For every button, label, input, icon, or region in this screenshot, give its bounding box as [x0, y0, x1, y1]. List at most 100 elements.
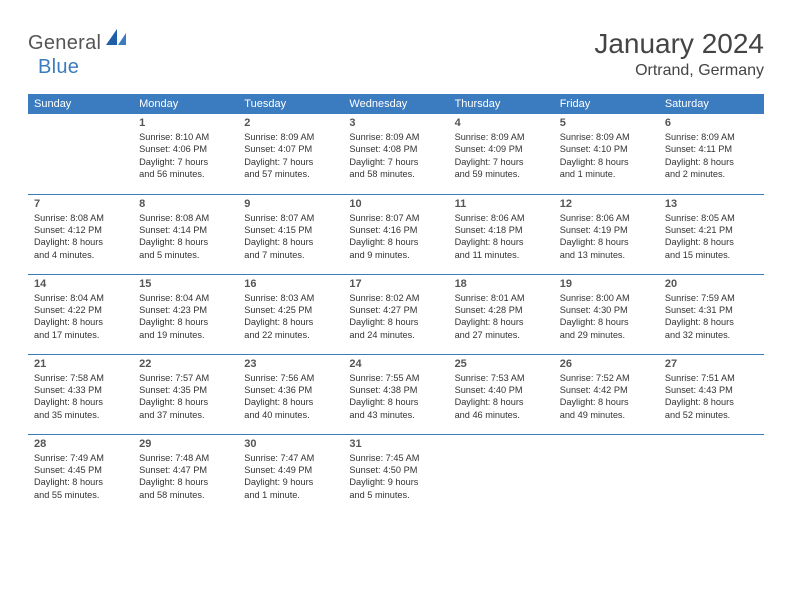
- sunset-text: Sunset: 4:21 PM: [665, 224, 758, 236]
- day-number: 21: [34, 358, 127, 370]
- daylight-text: and 55 minutes.: [34, 489, 127, 501]
- calendar-day-cell: 20Sunrise: 7:59 AMSunset: 4:31 PMDayligh…: [659, 274, 764, 354]
- title-block: January 2024 Ortrand, Germany: [594, 28, 764, 80]
- calendar-day-cell: 2Sunrise: 8:09 AMSunset: 4:07 PMDaylight…: [238, 114, 343, 194]
- daylight-text: and 52 minutes.: [665, 409, 758, 421]
- daylight-text: and 7 minutes.: [244, 249, 337, 261]
- daylight-text: Daylight: 8 hours: [665, 316, 758, 328]
- calendar-body: 1Sunrise: 8:10 AMSunset: 4:06 PMDaylight…: [28, 114, 764, 514]
- daylight-text: and 58 minutes.: [349, 168, 442, 180]
- calendar-day-cell: 8Sunrise: 8:08 AMSunset: 4:14 PMDaylight…: [133, 194, 238, 274]
- daylight-text: Daylight: 8 hours: [244, 396, 337, 408]
- daylight-text: Daylight: 8 hours: [34, 396, 127, 408]
- brand-part2: Blue: [38, 56, 79, 78]
- daylight-text: Daylight: 8 hours: [34, 236, 127, 248]
- sunrise-text: Sunrise: 8:08 AM: [34, 212, 127, 224]
- day-number: 14: [34, 278, 127, 290]
- calendar-day-cell: 3Sunrise: 8:09 AMSunset: 4:08 PMDaylight…: [343, 114, 448, 194]
- sunrise-text: Sunrise: 8:09 AM: [455, 131, 548, 143]
- daylight-text: Daylight: 9 hours: [349, 476, 442, 488]
- calendar-day-cell: 19Sunrise: 8:00 AMSunset: 4:30 PMDayligh…: [554, 274, 659, 354]
- daylight-text: Daylight: 8 hours: [455, 316, 548, 328]
- daylight-text: and 43 minutes.: [349, 409, 442, 421]
- day-number: 28: [34, 438, 127, 450]
- day-number: 6: [665, 117, 758, 129]
- calendar-empty-cell: [28, 114, 133, 194]
- calendar-week-row: 28Sunrise: 7:49 AMSunset: 4:45 PMDayligh…: [28, 434, 764, 514]
- daylight-text: and 13 minutes.: [560, 249, 653, 261]
- sunrise-text: Sunrise: 8:10 AM: [139, 131, 232, 143]
- sunrise-text: Sunrise: 8:07 AM: [244, 212, 337, 224]
- sunset-text: Sunset: 4:27 PM: [349, 304, 442, 316]
- calendar-day-cell: 16Sunrise: 8:03 AMSunset: 4:25 PMDayligh…: [238, 274, 343, 354]
- daylight-text: and 32 minutes.: [665, 329, 758, 341]
- sunset-text: Sunset: 4:31 PM: [665, 304, 758, 316]
- day-number: 19: [560, 278, 653, 290]
- sunset-text: Sunset: 4:18 PM: [455, 224, 548, 236]
- sunrise-text: Sunrise: 7:55 AM: [349, 372, 442, 384]
- sunset-text: Sunset: 4:10 PM: [560, 143, 653, 155]
- calendar-day-cell: 17Sunrise: 8:02 AMSunset: 4:27 PMDayligh…: [343, 274, 448, 354]
- daylight-text: Daylight: 8 hours: [139, 236, 232, 248]
- sunset-text: Sunset: 4:47 PM: [139, 464, 232, 476]
- day-number: 13: [665, 198, 758, 210]
- daylight-text: and 1 minute.: [560, 168, 653, 180]
- day-number: 31: [349, 438, 442, 450]
- calendar-day-cell: 6Sunrise: 8:09 AMSunset: 4:11 PMDaylight…: [659, 114, 764, 194]
- calendar-day-cell: 21Sunrise: 7:58 AMSunset: 4:33 PMDayligh…: [28, 354, 133, 434]
- sunset-text: Sunset: 4:30 PM: [560, 304, 653, 316]
- day-number: 16: [244, 278, 337, 290]
- daylight-text: Daylight: 7 hours: [455, 156, 548, 168]
- daylight-text: Daylight: 9 hours: [244, 476, 337, 488]
- sunrise-text: Sunrise: 7:51 AM: [665, 372, 758, 384]
- month-title: January 2024: [594, 28, 764, 60]
- day-header: Tuesday: [238, 94, 343, 114]
- day-number: 1: [139, 117, 232, 129]
- sunrise-text: Sunrise: 7:49 AM: [34, 452, 127, 464]
- daylight-text: and 4 minutes.: [34, 249, 127, 261]
- brand-part1: General: [28, 32, 101, 55]
- day-number: 12: [560, 198, 653, 210]
- day-number: 27: [665, 358, 758, 370]
- daylight-text: Daylight: 8 hours: [665, 236, 758, 248]
- day-number: 2: [244, 117, 337, 129]
- sunset-text: Sunset: 4:15 PM: [244, 224, 337, 236]
- daylight-text: and 15 minutes.: [665, 249, 758, 261]
- calendar-empty-cell: [449, 434, 554, 514]
- calendar-day-cell: 18Sunrise: 8:01 AMSunset: 4:28 PMDayligh…: [449, 274, 554, 354]
- sunset-text: Sunset: 4:50 PM: [349, 464, 442, 476]
- daylight-text: Daylight: 7 hours: [349, 156, 442, 168]
- calendar-day-cell: 11Sunrise: 8:06 AMSunset: 4:18 PMDayligh…: [449, 194, 554, 274]
- daylight-text: Daylight: 7 hours: [139, 156, 232, 168]
- daylight-text: Daylight: 8 hours: [560, 156, 653, 168]
- day-header: Friday: [554, 94, 659, 114]
- sunset-text: Sunset: 4:45 PM: [34, 464, 127, 476]
- day-number: 26: [560, 358, 653, 370]
- calendar-week-row: 1Sunrise: 8:10 AMSunset: 4:06 PMDaylight…: [28, 114, 764, 194]
- sunrise-text: Sunrise: 8:04 AM: [139, 292, 232, 304]
- calendar-day-cell: 25Sunrise: 7:53 AMSunset: 4:40 PMDayligh…: [449, 354, 554, 434]
- daylight-text: Daylight: 8 hours: [34, 476, 127, 488]
- daylight-text: and 29 minutes.: [560, 329, 653, 341]
- daylight-text: Daylight: 8 hours: [139, 476, 232, 488]
- sunrise-text: Sunrise: 8:09 AM: [665, 131, 758, 143]
- daylight-text: and 58 minutes.: [139, 489, 232, 501]
- daylight-text: and 37 minutes.: [139, 409, 232, 421]
- day-number: 5: [560, 117, 653, 129]
- calendar-day-cell: 10Sunrise: 8:07 AMSunset: 4:16 PMDayligh…: [343, 194, 448, 274]
- day-header: Saturday: [659, 94, 764, 114]
- sunset-text: Sunset: 4:28 PM: [455, 304, 548, 316]
- location-label: Ortrand, Germany: [594, 62, 764, 80]
- day-number: 17: [349, 278, 442, 290]
- sunset-text: Sunset: 4:33 PM: [34, 384, 127, 396]
- sunrise-text: Sunrise: 8:04 AM: [34, 292, 127, 304]
- daylight-text: Daylight: 8 hours: [455, 396, 548, 408]
- day-number: 7: [34, 198, 127, 210]
- calendar-week-row: 7Sunrise: 8:08 AMSunset: 4:12 PMDaylight…: [28, 194, 764, 274]
- day-number: 29: [139, 438, 232, 450]
- daylight-text: and 5 minutes.: [139, 249, 232, 261]
- daylight-text: and 35 minutes.: [34, 409, 127, 421]
- sunrise-text: Sunrise: 7:56 AM: [244, 372, 337, 384]
- sunset-text: Sunset: 4:16 PM: [349, 224, 442, 236]
- sunrise-text: Sunrise: 8:08 AM: [139, 212, 232, 224]
